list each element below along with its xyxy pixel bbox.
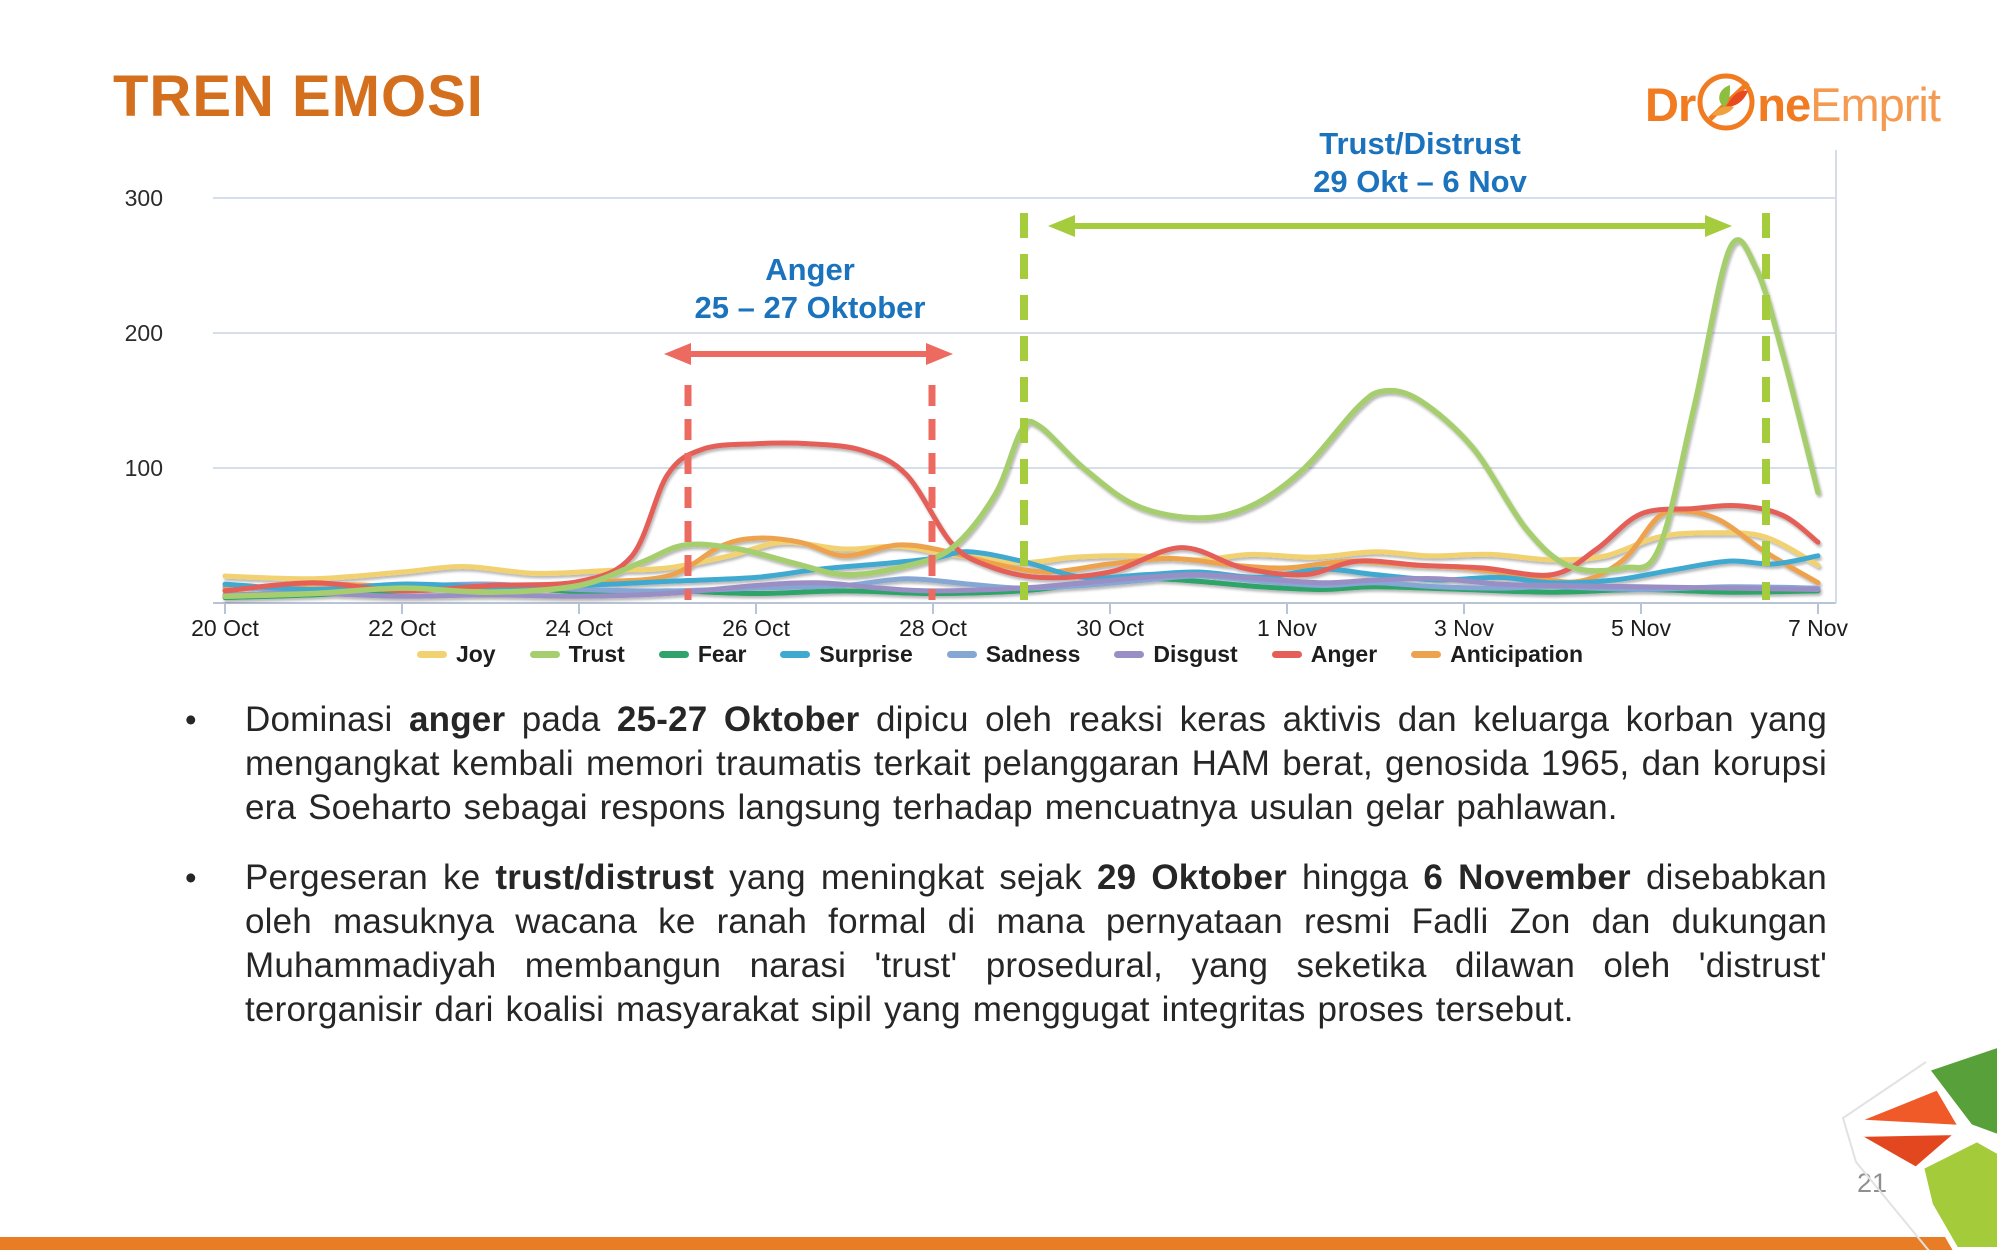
legend-item-anticipation: Anticipation	[1411, 641, 1583, 668]
legend-item-fear: Fear	[658, 641, 747, 668]
legend-label: Fear	[697, 641, 747, 667]
x-axis-label: 24 Oct	[545, 615, 613, 641]
page-title: TREN EMOSI	[113, 64, 484, 129]
y-axis-label: 200	[124, 320, 163, 346]
legend-item-joy: Joy	[416, 641, 496, 668]
series-curves	[222, 237, 1821, 601]
trust-annotation-range: 29 Okt – 6 Nov	[1313, 164, 1527, 199]
bullet-marker: •	[185, 859, 197, 896]
y-axis-label: 100	[124, 455, 163, 481]
x-axis-label: 1 Nov	[1256, 615, 1318, 641]
corner-wing-decoration	[1841, 1041, 2000, 1250]
legend-swatch	[1411, 651, 1442, 658]
x-axis-label: 22 Oct	[368, 615, 436, 641]
legend-label: Disgust	[1153, 641, 1238, 667]
legend-label: Joy	[455, 641, 496, 667]
x-axis-label: 20 Oct	[191, 615, 259, 641]
legend-swatch	[529, 651, 560, 658]
bullet-list: • Dominasi anger pada 25-27 Oktober dipi…	[185, 698, 1827, 1058]
legend-swatch	[658, 651, 689, 658]
legend-label: Trust	[568, 641, 625, 667]
bullet-text: Pergeseran ke trust/distrust yang mening…	[245, 858, 1827, 1029]
bottom-accent-bar	[0, 1237, 2000, 1250]
gridlines	[213, 150, 1837, 614]
legend-item-trust: Trust	[529, 641, 625, 668]
logo-text-ne: ne	[1757, 77, 1811, 131]
bullet-item-trust: • Pergeseran ke trust/distrust yang meni…	[185, 856, 1827, 1032]
x-axis-label: 26 Oct	[722, 615, 790, 641]
bullet-marker: •	[185, 701, 197, 738]
legend-swatch	[416, 651, 447, 658]
legend-swatch	[1114, 651, 1145, 658]
legend-item-disgust: Disgust	[1114, 641, 1238, 668]
chart-legend: Joy Trust Fear Surprise Sadness Disgust Anger A…	[0, 641, 2000, 668]
x-axis-label: 3 Nov	[1433, 615, 1495, 641]
series-path-sadness	[222, 573, 1821, 594]
legend-swatch	[946, 651, 977, 658]
series-path-anticipation	[222, 507, 1821, 593]
bullet-text: Dominasi anger pada 25-27 Oktober dipicu…	[245, 700, 1828, 827]
arrowhead-right	[1705, 215, 1732, 237]
arrowhead-left	[1048, 215, 1075, 237]
bird-logo-icon	[1695, 71, 1757, 138]
trust-annotation-label: Trust/Distrust 29 Okt – 6 Nov	[1240, 125, 1600, 201]
y-axis-label: 300	[124, 185, 163, 211]
legend-label: Surprise	[819, 641, 913, 667]
legend-item-sadness: Sadness	[946, 641, 1081, 668]
series-path-surprise	[222, 549, 1821, 592]
arrowhead-left	[664, 343, 691, 365]
droneemprit-logo: Dr ne Emprit	[1645, 71, 1941, 138]
logo-text-emprit: Emprit	[1810, 77, 1941, 131]
arrowhead-right	[926, 343, 953, 365]
trust-annotation-title: Trust/Distrust	[1319, 126, 1521, 161]
anger-annotation-range: 25 – 27 Oktober	[694, 290, 926, 325]
anger-annotation-title: Anger	[765, 252, 855, 287]
series-path-trust	[222, 237, 1821, 600]
series-path-anger	[222, 440, 1821, 594]
x-axis-label: 28 Oct	[899, 615, 967, 641]
bullet-item-anger: • Dominasi anger pada 25-27 Oktober dipi…	[185, 698, 1827, 830]
legend-label: Sadness	[985, 641, 1081, 667]
logo-text-dr: Dr	[1645, 77, 1696, 131]
series-path-disgust	[222, 572, 1821, 599]
anger-annotation-label: Anger 25 – 27 Oktober	[645, 251, 975, 327]
x-axis-label: 30 Oct	[1076, 615, 1144, 641]
legend-swatch	[780, 651, 811, 658]
legend-item-surprise: Surprise	[780, 641, 913, 668]
legend-item-anger: Anger	[1271, 641, 1378, 668]
legend-label: Anger	[1310, 641, 1378, 667]
series-path-joy	[222, 530, 1821, 582]
legend-label: Anticipation	[1450, 641, 1584, 667]
x-axis-label: 7 Nov	[1787, 615, 1849, 641]
x-axis-label: 5 Nov	[1610, 615, 1672, 641]
series-path-fear	[222, 576, 1821, 601]
legend-swatch	[1271, 651, 1302, 658]
